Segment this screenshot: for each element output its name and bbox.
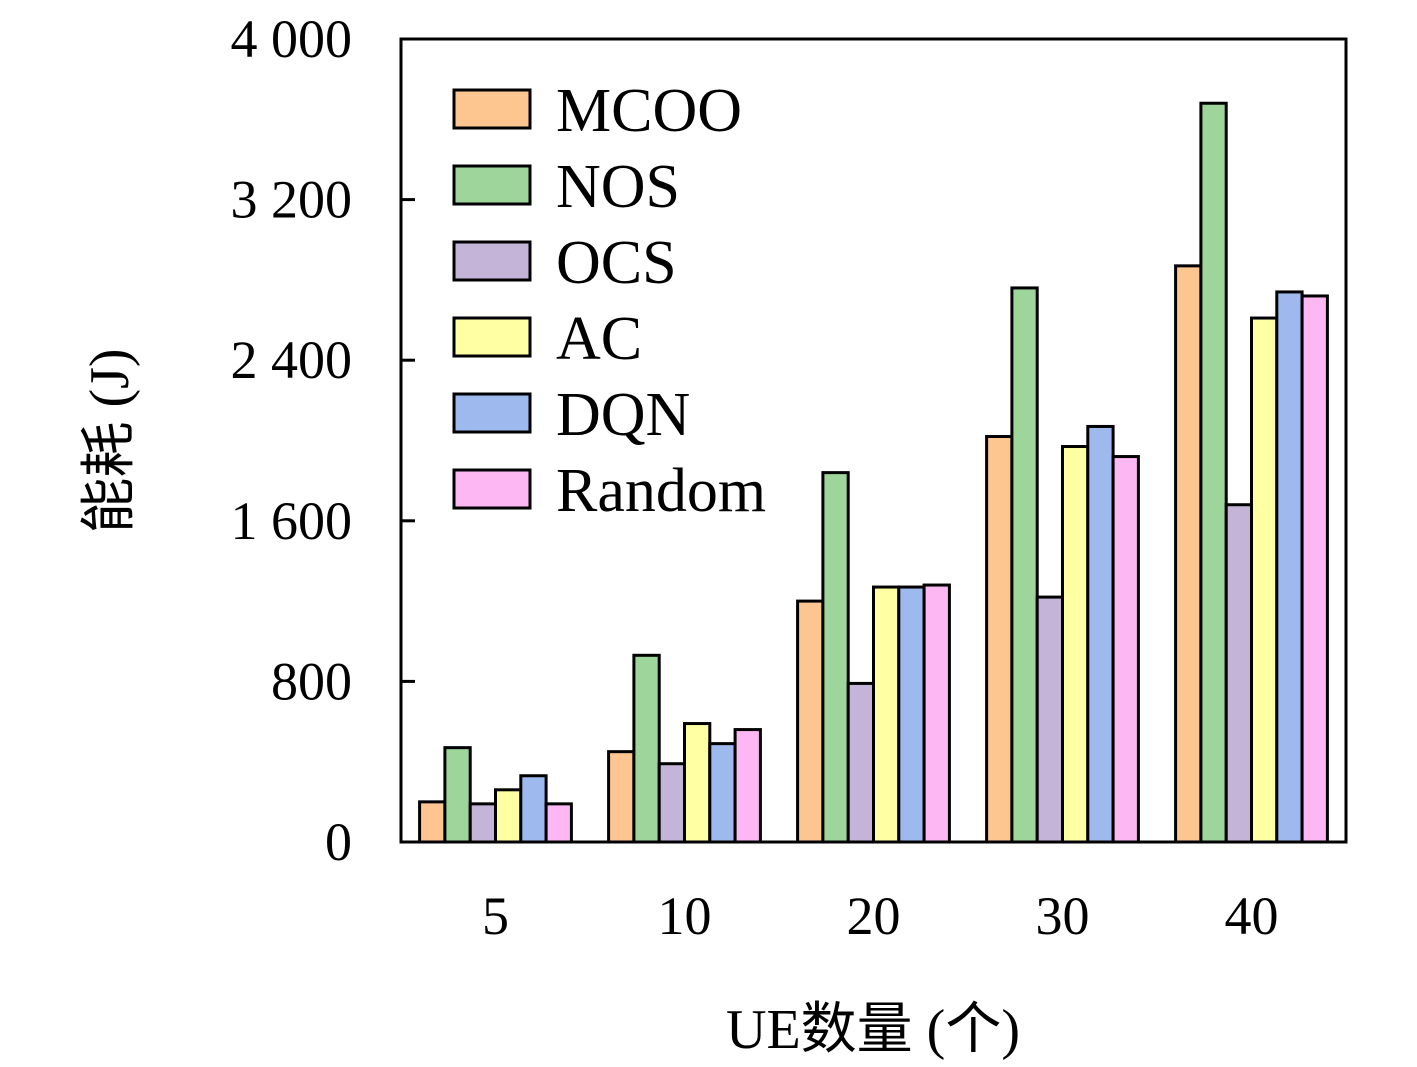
y-axis-title: 能耗 (J) <box>79 348 141 533</box>
bar-dqn-40 <box>1275 290 1304 844</box>
legend-swatch-ac <box>452 316 532 358</box>
bar-ac-10 <box>683 722 712 844</box>
x-tick-label: 30 <box>1036 886 1090 946</box>
bar-ocs-30 <box>1035 595 1064 844</box>
bar-random-30 <box>1111 455 1140 844</box>
legend-swatch-mcoo <box>452 88 532 130</box>
bar-mcoo-40 <box>1174 264 1203 844</box>
bar-mcoo-30 <box>985 434 1014 844</box>
y-tick-label: 2 400 <box>231 330 353 390</box>
bar-nos-30 <box>1010 286 1039 844</box>
x-axis-title: UE数量 (个) <box>726 999 1020 1061</box>
bar-nos-10 <box>632 653 661 844</box>
legend-label-dqn: DQN <box>556 381 690 449</box>
x-tick-label: 40 <box>1225 886 1279 946</box>
x-tick-label: 5 <box>482 886 509 946</box>
y-axis: 0 800 1 600 2 400 3 200 4 000 <box>231 9 415 872</box>
bar-nos-20 <box>821 471 850 844</box>
bar-mcoo-10 <box>607 750 636 844</box>
legend-label-mcoo: MCOO <box>556 77 742 145</box>
bar-ac-5 <box>494 788 523 844</box>
legend-label-nos: NOS <box>556 153 680 221</box>
plot-frame <box>399 37 1348 844</box>
legend-swatch-random <box>452 468 532 510</box>
y-tick-label: 4 000 <box>231 9 353 69</box>
bar-nos-40 <box>1199 101 1228 844</box>
legend-swatch-ocs <box>452 240 532 282</box>
legend: MCOO NOS OCS AC DQN Random <box>452 77 766 525</box>
bar-ocs-5 <box>468 802 498 844</box>
bar-ocs-40 <box>1224 503 1253 844</box>
x-axis: 5 10 20 30 40 <box>482 886 1279 946</box>
legend-label-ac: AC <box>556 305 642 373</box>
y-tick-label: 800 <box>271 651 352 711</box>
legend-label-random: Random <box>556 457 766 525</box>
legend-swatch-dqn <box>452 392 532 434</box>
legend-swatch-nos <box>452 164 532 206</box>
bar-mcoo-5 <box>418 800 447 844</box>
bar-random-40 <box>1300 294 1329 844</box>
bar-dqn-20 <box>897 585 926 844</box>
x-tick-label: 10 <box>658 886 712 946</box>
bar-random-10 <box>733 728 762 844</box>
y-tick-label: 0 <box>325 812 352 872</box>
y-tick-label: 3 200 <box>231 170 353 230</box>
y-tick-label: 1 600 <box>231 491 353 551</box>
x-tick-label: 20 <box>847 886 901 946</box>
bar-random-20 <box>922 583 951 844</box>
bar-ac-30 <box>1061 445 1090 844</box>
bars-layer <box>418 101 1329 844</box>
bar-dqn-5 <box>519 774 548 844</box>
bar-ac-20 <box>872 585 901 844</box>
legend-label-ocs: OCS <box>556 229 677 297</box>
bar-nos-5 <box>443 746 472 844</box>
bar-dqn-30 <box>1086 424 1115 844</box>
bar-mcoo-20 <box>796 599 825 844</box>
bar-ocs-20 <box>846 681 876 844</box>
bar-ac-40 <box>1250 316 1279 844</box>
bar-ocs-10 <box>657 762 687 844</box>
bar-dqn-10 <box>708 742 737 844</box>
bar-random-5 <box>544 802 573 844</box>
